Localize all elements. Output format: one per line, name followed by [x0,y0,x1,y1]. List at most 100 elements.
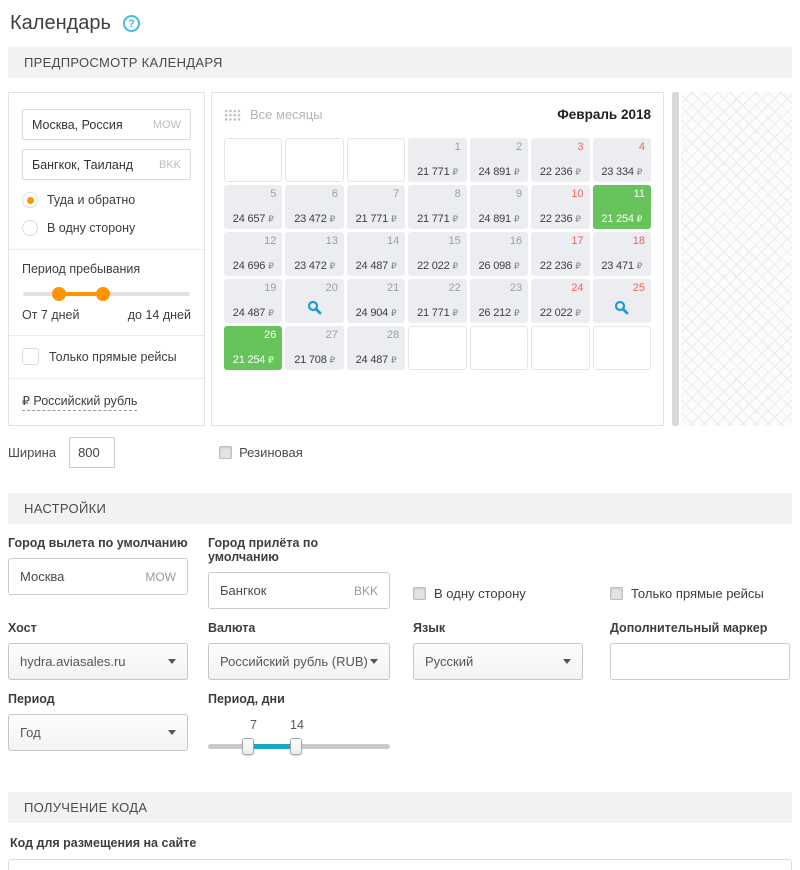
direct-only-label: Только прямые рейсы [631,586,764,601]
day-number: 27 [325,329,338,341]
calendar-day-cell[interactable]: 17 22 236 ₽ [531,232,590,276]
direct-only-option[interactable]: Только прямые рейсы [610,536,790,609]
marker-input[interactable] [610,643,790,680]
price-value: 21 254 ₽ [232,354,274,366]
calendar-day-cell[interactable]: 19 24 487 ₽ [224,279,283,323]
calendar-day-cell[interactable]: 7 21 771 ₽ [346,185,406,229]
calendar-day-cell[interactable]: 16 26 098 ₽ [469,232,529,276]
stay-period-slider[interactable] [23,287,190,301]
page-header: Календарь ? [8,0,792,47]
preview-resize-handle[interactable] [672,92,679,426]
calendar-day-cell[interactable]: 23 26 212 ₽ [469,279,529,323]
calendar-day-cell[interactable]: 11 21 254 ₽ [592,185,651,229]
embed-code-box[interactable]: <script charset="utf-8" src="//www.trave… [8,859,792,870]
trip-type-oneway[interactable]: В одну сторону [22,220,191,236]
stay-period-label: Период пребывания [22,262,141,276]
language-value: Русский [425,654,474,669]
calendar-day-cell[interactable]: 24 22 022 ₽ [531,279,590,323]
calendar-day-cell[interactable]: 21 24 904 ₽ [346,279,406,323]
calendar-day-cell[interactable]: 13 23 472 ₽ [285,232,344,276]
day-number: 8 [454,188,461,200]
price-value: 24 657 ₽ [232,213,274,225]
search-icon[interactable] [285,300,343,318]
slider-handle-max[interactable] [290,738,302,755]
slider-handle-min[interactable] [242,738,254,755]
calendar-day-cell[interactable]: 5 24 657 ₽ [224,185,283,229]
calendar-day-cell[interactable]: 3 22 236 ₽ [531,138,590,182]
one-way-option[interactable]: В одну сторону [413,536,583,609]
calendar-day-cell[interactable]: 4 23 334 ₽ [592,138,651,182]
period-days-slider[interactable]: 7 14 [208,716,390,762]
price-value: 22 236 ₽ [539,166,581,178]
day-number: 28 [387,329,400,341]
origin-city-value: Москва, Россия [32,117,123,132]
ruble-sign: ₽ [452,308,458,318]
radio-checked-icon[interactable] [22,192,38,208]
calendar-day-cell[interactable]: 6 23 472 ₽ [285,185,344,229]
ruble-sign: ₽ [513,308,520,318]
calendar-day-cell[interactable]: 26 21 254 ₽ [224,326,283,370]
period-days-group: Период, дни 7 14 [208,692,390,762]
calendar-day-cell[interactable]: 22 21 771 ₽ [408,279,467,323]
calendar-day-cell[interactable]: 2 24 891 ₽ [469,138,529,182]
width-input[interactable] [69,437,116,468]
day-number: 17 [571,235,584,247]
help-icon[interactable]: ? [122,15,140,32]
price-value: 22 236 ₽ [539,260,581,272]
day-number: 13 [325,235,338,247]
host-select[interactable]: hydra.aviasales.ru [8,643,188,680]
day-number: 5 [270,188,277,200]
calendar-day-cell[interactable]: 15 22 022 ₽ [408,232,467,276]
day-number: 23 [509,282,523,294]
calendar-day-cell[interactable]: 14 24 487 ₽ [346,232,406,276]
calendar-day-cell[interactable]: 8 21 771 ₽ [408,185,467,229]
destination-iata-code: BKK [158,158,181,171]
destination-city-field[interactable]: Бангкок, Таиланд BKK [22,149,191,180]
radio-unchecked-icon[interactable] [22,220,38,236]
calendar-day-cell[interactable]: 12 24 696 ₽ [224,232,283,276]
currency-select[interactable]: Российский рубль (RUB) [208,643,390,680]
day-number: 14 [387,235,400,247]
ruble-sign: ₽ [390,308,397,318]
direct-flights-option[interactable]: Только прямые рейсы [22,348,191,365]
fluid-width-option[interactable]: Резиновая [219,445,303,460]
calendar-day-cell[interactable]: 10 22 236 ₽ [531,185,590,229]
calendar-day-cell[interactable]: 18 23 471 ₽ [592,232,651,276]
calendar-day-cell[interactable]: 1 21 771 ₽ [408,138,467,182]
currency-link[interactable]: ₽ Российский рубль [22,393,138,411]
language-select[interactable]: Русский [413,643,583,680]
language-group: Язык Русский [413,621,583,680]
calendar-day-cell[interactable]: 20 [285,279,344,323]
settings-section-header: НАСТРОЙКИ [8,493,792,524]
ruble-sign: ₽ [575,261,581,271]
period-select[interactable]: Год [8,714,188,751]
all-months-button[interactable]: Все месяцы [224,107,323,122]
ruble-sign: ₽ [513,214,520,224]
slider-handle-min[interactable] [52,287,66,301]
day-number: 11 [633,188,645,200]
calendar-day-cell[interactable]: 27 21 708 ₽ [285,326,344,370]
calendar-day-cell[interactable]: 25 [592,279,651,323]
default-destination-input[interactable]: Бангкок BKK [208,572,390,609]
width-setting-row: Ширина Резиновая [8,437,792,468]
width-label: Ширина [8,445,57,460]
search-icon[interactable] [593,300,651,318]
origin-city-field[interactable]: Москва, Россия MOW [22,109,191,140]
calendar-day-cell[interactable]: 28 24 487 ₽ [346,326,406,370]
day-number: 16 [509,235,523,247]
checkbox-unchecked-icon[interactable] [22,348,39,365]
calendar-day-cell[interactable]: 9 24 891 ₽ [469,185,529,229]
default-origin-value: Москва [20,569,65,584]
settings-row-1: Город вылета по умолчанию Москва MOW Гор… [8,536,792,609]
slider-handle-max[interactable] [96,287,110,301]
checkbox-unchecked-icon[interactable] [219,446,233,459]
price-value: 26 098 ₽ [478,260,520,272]
checkbox-unchecked-icon[interactable] [413,587,426,600]
chevron-down-icon [168,659,176,664]
ruble-sign: ₽ [452,261,458,271]
trip-type-roundtrip[interactable]: Туда и обратно [22,192,191,208]
default-origin-group: Город вылета по умолчанию Москва MOW [8,536,188,609]
checkbox-unchecked-icon[interactable] [610,587,623,600]
default-origin-input[interactable]: Москва MOW [8,558,188,595]
